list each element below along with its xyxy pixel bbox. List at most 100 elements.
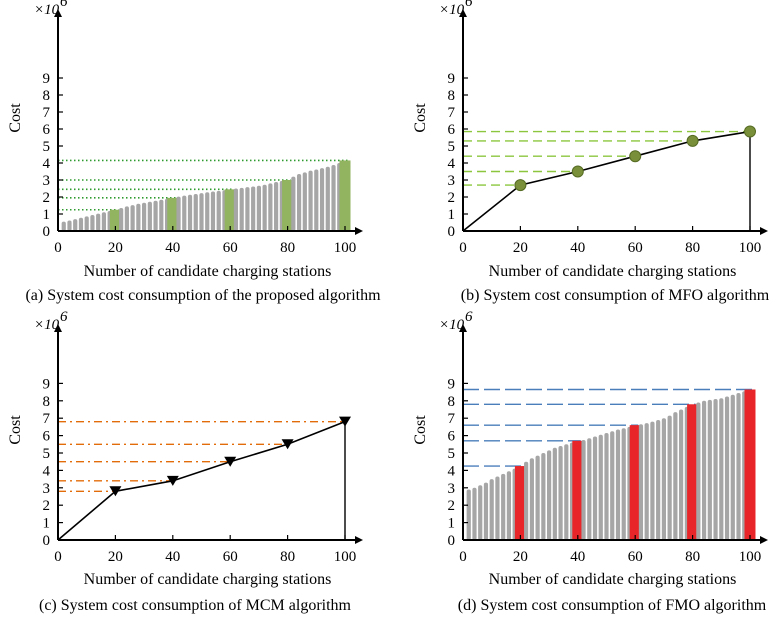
bar [216, 190, 221, 231]
bar [193, 193, 198, 231]
bar [302, 172, 307, 231]
bar [268, 183, 273, 231]
x-axis-label: Number of candidate charging stations [84, 263, 332, 280]
y-tick-label: 5 [448, 139, 456, 155]
y-tick-label: 4 [43, 156, 51, 172]
y-tick-label: 2 [43, 190, 51, 206]
y-tick-label: 4 [448, 156, 456, 172]
bar [256, 185, 261, 231]
highlight-bar [514, 466, 526, 540]
x-tick-label: 80 [280, 549, 295, 565]
panel-caption: (c) System cost consumption of MCM algor… [39, 597, 352, 614]
y-tick-label: 6 [43, 122, 51, 138]
axis-multiplier-exponent: 6 [60, 0, 68, 10]
bar [501, 473, 506, 540]
axis-multiplier: ×10 [439, 2, 465, 18]
y-tick-label: 8 [43, 394, 51, 410]
bar [581, 439, 586, 540]
x-tick-label: 20 [108, 549, 123, 565]
y-tick-label: 4 [43, 463, 51, 479]
bar [153, 200, 158, 231]
bar [187, 194, 193, 231]
bar [552, 447, 557, 540]
panel-caption: (d) System cost consumption of FMO algor… [458, 597, 767, 614]
bar [142, 202, 147, 231]
data-point [166, 475, 179, 486]
bar [638, 424, 644, 540]
x-tick-label: 100 [334, 549, 357, 565]
highlight-bar [339, 160, 351, 231]
x-tick-label: 100 [739, 549, 762, 565]
bar [90, 215, 95, 231]
axis-multiplier-exponent: 6 [465, 309, 473, 325]
x-tick-label: 40 [570, 240, 585, 256]
panel-caption: (b) System cost consumption of MFO algor… [461, 287, 770, 304]
x-tick-label: 60 [628, 240, 643, 256]
bar [673, 412, 678, 540]
bar [529, 458, 534, 540]
bar [483, 482, 489, 540]
bar [592, 436, 598, 540]
y-tick-label: 5 [448, 446, 456, 462]
data-point [744, 125, 756, 138]
bar [314, 169, 319, 231]
bar [598, 434, 603, 540]
bar [707, 399, 712, 540]
x-tick-label: 0 [459, 240, 467, 256]
x-tick-label: 80 [280, 240, 295, 256]
bar [245, 187, 250, 231]
bar [701, 400, 707, 540]
axis-multiplier: ×10 [439, 317, 465, 333]
data-point [281, 439, 294, 450]
y-tick-label: 8 [43, 88, 51, 104]
bar [667, 415, 672, 540]
y-tick-label: 2 [448, 498, 456, 514]
bar [119, 208, 124, 231]
y-tick-label: 1 [43, 207, 51, 223]
bar [325, 166, 330, 231]
x-tick-label: 20 [513, 549, 528, 565]
bar [535, 455, 540, 540]
series-line [57, 420, 346, 541]
y-tick-label: 5 [43, 446, 51, 462]
y-tick-label: 4 [448, 463, 456, 479]
y-axis-label: Cost [412, 415, 429, 445]
bar [524, 461, 529, 540]
y-tick-label: 1 [448, 207, 456, 223]
bar [736, 392, 741, 540]
y-tick-label: 0 [448, 533, 456, 549]
y-tick-label: 1 [43, 516, 51, 532]
bar [495, 476, 500, 540]
y-tick-label: 7 [43, 411, 51, 427]
y-tick-label: 7 [43, 105, 51, 121]
bar [274, 182, 279, 231]
highlight-bar [282, 180, 294, 231]
y-tick-label: 8 [448, 88, 456, 104]
bar [262, 184, 267, 231]
bar [239, 187, 244, 231]
highlight-bar [687, 404, 699, 540]
bar [466, 489, 471, 540]
x-tick-label: 60 [628, 549, 643, 565]
bar [610, 431, 615, 540]
y-tick-label: 0 [448, 224, 456, 240]
x-axis-label: Number of candidate charging stations [489, 571, 737, 588]
bar [319, 168, 325, 231]
y-tick-label: 9 [43, 376, 51, 392]
bar [587, 438, 592, 540]
bar [199, 193, 204, 231]
x-axis-label: Number of candidate charging stations [489, 263, 737, 280]
bar [73, 219, 78, 231]
x-tick-label: 20 [108, 240, 123, 256]
y-tick-label: 3 [448, 481, 456, 497]
y-tick-label: 8 [448, 394, 456, 410]
bar [656, 419, 661, 540]
data-point [686, 134, 699, 147]
bar [621, 428, 626, 540]
y-tick-label: 3 [43, 173, 51, 189]
bar [205, 192, 210, 231]
